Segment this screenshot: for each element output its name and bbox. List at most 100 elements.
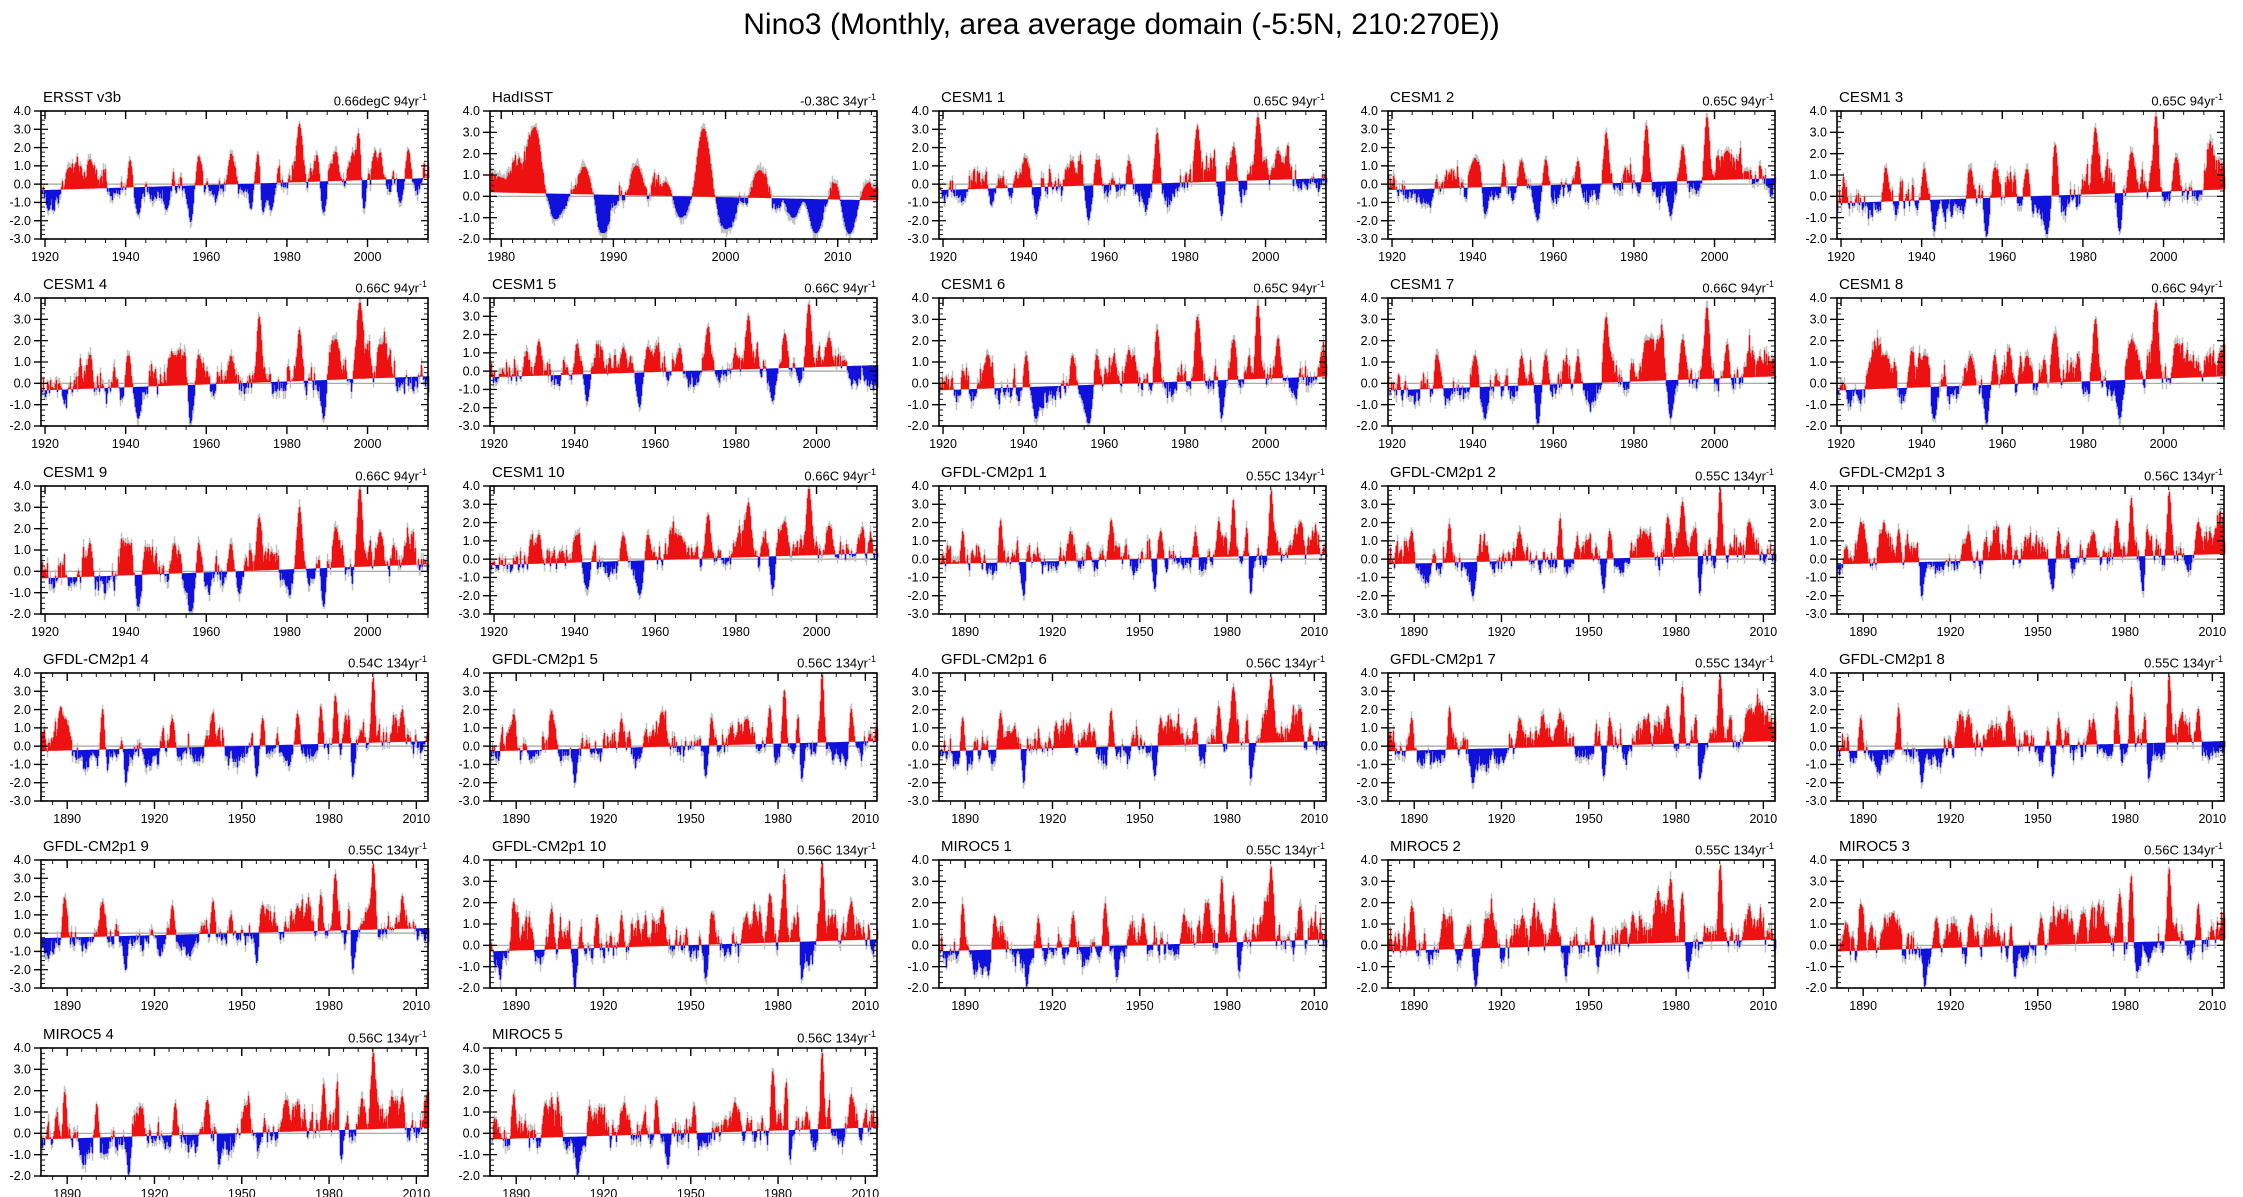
y-tick-label: 0.0 [912,939,929,953]
y-tick-label: 4.0 [463,291,480,305]
y-tick-label: 0.0 [463,939,480,953]
y-tick-label: 2.0 [14,522,31,536]
y-tick-label: 1.0 [463,534,480,548]
trend-value: 0.56C 134yr [797,1030,868,1046]
positive-anomaly-series [938,117,1326,191]
x-tick-label: 1950 [1575,812,1603,826]
x-tick-label: 1980 [2111,625,2139,639]
x-tick-label: 2010 [2198,999,2226,1013]
trend-annotation: -0.38C 34yr-1 [800,92,876,108]
y-tick-label: 2.0 [912,334,929,348]
x-tick-label: 2000 [712,250,740,264]
panel-gfdl-cm2p1-2: -3.0 -2.0 -1.0 0.0 1.0 2.0 3.0 4.0 1890 1920 1950 1… [1349,459,1798,647]
y-axis: -3.0 -2.0 -1.0 0.0 1.0 2.0 3.0 4.0 [1805,666,2224,808]
y-tick-label: 1.0 [1810,355,1827,369]
trend-annotation: 0.55C 134yr-1 [1246,841,1325,857]
positive-anomaly-series [1837,116,2226,204]
y-tick-label: 4.0 [1361,291,1378,305]
x-tick-label: 2000 [803,625,831,639]
anomaly-plot: -2.0 -1.0 0.0 1.0 2.0 3.0 4.0 1920 1940 1960 1980 2… [9,479,430,639]
x-tick-label: 1920 [1039,812,1067,826]
trend-annotation: 0.56C 134yr-1 [2144,467,2223,483]
x-tick-label: 2010 [2198,812,2226,826]
x-tick-label: 2000 [1252,250,1280,264]
y-tick-label: -2.0 [458,232,480,246]
y-axis: -2.0 -1.0 0.0 1.0 2.0 3.0 4.0 [1805,104,2224,246]
y-tick-label: 0.0 [912,177,929,191]
x-tick-label: 1940 [112,437,140,451]
y-tick-label: 3.0 [912,684,929,698]
positive-anomaly-series [1388,488,1775,565]
anomaly-plot: -2.0 -1.0 0.0 1.0 2.0 3.0 4.0 1980 1990 2000 2010 [458,104,879,264]
y-tick-label: 0.0 [463,1127,480,1141]
x-tick-label: 1980 [2069,250,2097,264]
positive-anomaly-series [938,867,1326,952]
panel-title: GFDL-CM2p1 6 [941,651,1047,668]
plot-frame: -2.0 -1.0 0.0 1.0 2.0 3.0 4.0 1920 1940 1960 1980 2… [907,291,1327,451]
x-tick-label: 1980 [273,437,301,451]
trend-annotation: 0.56C 134yr-1 [348,1029,427,1045]
x-tick-label: 1920 [929,437,957,451]
x-tick-label: 1960 [192,625,220,639]
positive-anomaly-series [1387,117,1767,191]
x-tick-label: 1940 [1908,250,1936,264]
x-tick-label: 1940 [112,625,140,639]
y-axis: -3.0 -2.0 -1.0 0.0 1.0 2.0 3.0 4.0 [9,666,428,808]
trend-exponent: -1 [2214,654,2223,664]
x-tick-label: 1890 [951,812,979,826]
trend-value: 0.65C 94yr [1253,93,1317,109]
y-tick-label: 4.0 [463,1041,480,1055]
y-tick-label: 2.0 [1361,896,1378,910]
y-tick-label: 4.0 [912,853,929,867]
trend-annotation: 0.55C 134yr-1 [348,841,427,857]
y-tick-label: -1.0 [9,586,31,600]
trend-annotation: 0.65C 94yr-1 [2151,92,2223,108]
x-tick-label: 1980 [315,1187,343,1197]
y-tick-label: -2.0 [1805,776,1827,790]
x-tick-label: 2000 [354,250,382,264]
trend-exponent: -1 [2214,279,2223,289]
x-tick-label: 1940 [1908,437,1936,451]
x-axis: 1890 1920 1950 1980 2010 [1848,673,2226,826]
y-tick-label: 0.0 [14,377,31,391]
panel-title: CESM1 2 [1390,89,1455,106]
x-axis: 1890 1920 1950 1980 2010 [501,860,879,1013]
positive-anomaly-series [938,490,1327,565]
y-tick-label: 3.0 [14,313,31,327]
y-tick-label: 1.0 [14,355,31,369]
y-tick-label: 2.0 [1361,703,1378,717]
y-tick-label: 3.0 [1361,875,1378,889]
x-tick-label: 2000 [1701,250,1729,264]
x-tick-label: 1960 [1090,437,1118,451]
trend-value: 0.55C 134yr [348,842,419,858]
x-tick-label: 1940 [1459,437,1487,451]
y-tick-label: -1.0 [907,960,929,974]
y-tick-label: 4.0 [912,666,929,680]
y-tick-label: 3.0 [14,122,31,136]
x-tick-label: 1890 [1849,625,1877,639]
x-tick-label: 1940 [1459,250,1487,264]
y-tick-label: 1.0 [14,543,31,557]
y-axis: -2.0 -1.0 0.0 1.0 2.0 3.0 4.0 [1805,291,2224,433]
y-tick-label: 2.0 [1361,516,1378,530]
trend-annotation: 0.55C 134yr-1 [2144,654,2223,670]
y-tick-label: 3.0 [912,875,929,889]
y-tick-label: -1.0 [907,398,929,412]
trend-annotation: 0.56C 134yr-1 [797,1029,876,1045]
y-tick-label: 2.0 [463,516,480,530]
trend-value: 0.66C 94yr [804,468,868,484]
x-tick-label: 1990 [599,250,627,264]
y-tick-label: 3.0 [463,497,480,511]
x-tick-label: 1980 [1662,999,1690,1013]
x-tick-label: 2010 [402,812,430,826]
y-tick-label: 0.0 [1810,939,1827,953]
trend-value: 0.55C 134yr [1246,842,1317,858]
y-axis: -2.0 -1.0 0.0 1.0 2.0 3.0 4.0 [9,1041,428,1183]
y-tick-label: 4.0 [1361,666,1378,680]
y-tick-label: 4.0 [1810,291,1827,305]
y-tick-label: -2.0 [458,401,480,415]
